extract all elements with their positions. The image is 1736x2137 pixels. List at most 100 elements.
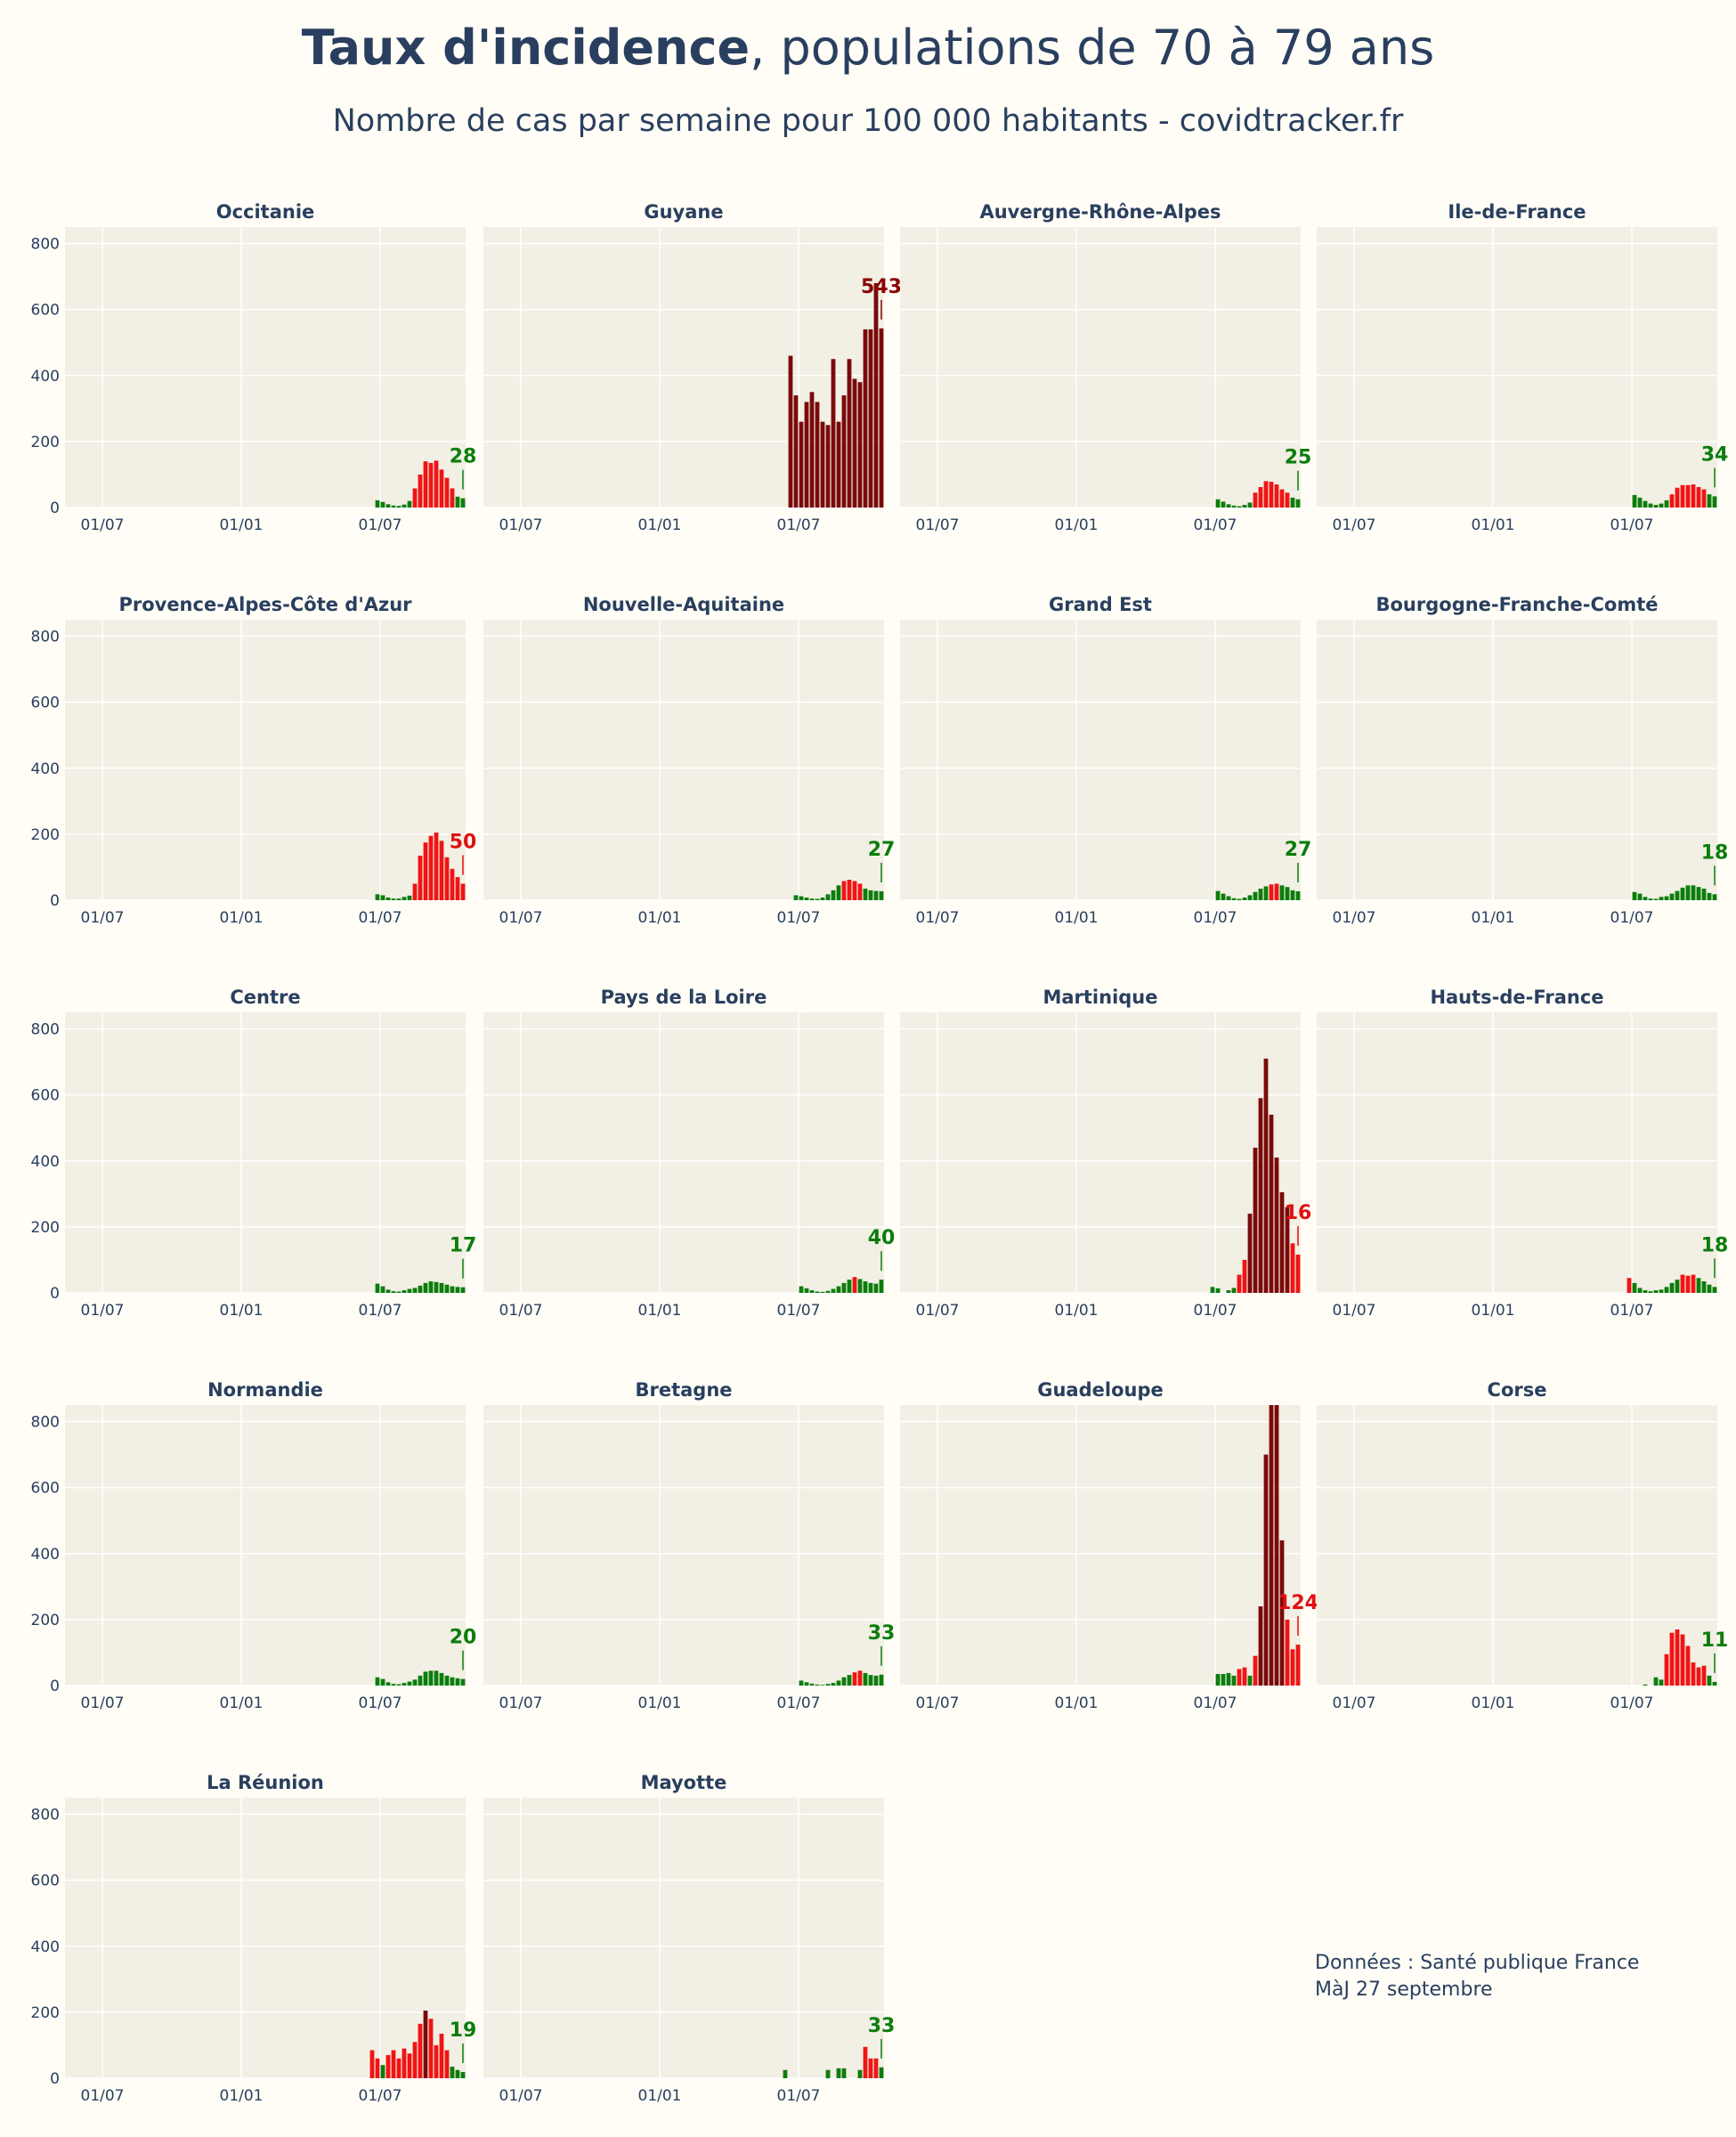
y-tick-label: 400	[31, 1938, 60, 1956]
bar	[820, 421, 825, 508]
last-value-label: 27	[1285, 839, 1312, 861]
y-tick-label: 200	[31, 1219, 60, 1237]
x-tick-label: 01/07	[1194, 1694, 1237, 1712]
bar	[804, 898, 809, 900]
bar	[847, 880, 852, 900]
bar	[402, 2048, 407, 2078]
bar	[857, 1279, 863, 1293]
panel: 0 200 400 600 800 01/07 01/01 01/07 Occitanie 28	[31, 201, 477, 534]
bar	[369, 2050, 375, 2078]
x-tick-label: 01/07	[1194, 1302, 1237, 1320]
bar	[1242, 898, 1247, 900]
bar	[847, 359, 852, 508]
bar	[836, 885, 841, 900]
panel: 01/07 01/01 01/07 Mayotte 33	[483, 1772, 895, 2105]
bar	[879, 1280, 884, 1293]
bar	[1295, 1645, 1301, 1686]
x-tick-label: 01/07	[777, 1694, 821, 1712]
x-tick-label: 01/07	[1194, 516, 1237, 534]
bar	[434, 1281, 439, 1293]
y-tick-label: 0	[50, 2070, 60, 2088]
bar	[385, 898, 391, 900]
bar	[1253, 1655, 1258, 1686]
last-value-label: 18	[1701, 841, 1729, 864]
bar	[799, 1680, 804, 1686]
y-tick-label: 600	[31, 1087, 60, 1105]
bar	[418, 1675, 423, 1686]
panel: 01/07 01/01 01/07 Corse 11	[1317, 1379, 1728, 1712]
bar	[396, 2058, 402, 2078]
bar	[831, 1288, 836, 1293]
x-tick-label: 01/07	[81, 1302, 125, 1320]
bar	[1285, 492, 1290, 508]
bar	[863, 329, 868, 508]
x-tick-label: 01/07	[1333, 1694, 1376, 1712]
bar	[1226, 1290, 1231, 1293]
bar	[434, 460, 439, 508]
bar	[1242, 1667, 1247, 1686]
bar	[825, 425, 831, 508]
bar	[1637, 893, 1643, 900]
bar	[380, 1678, 385, 1686]
bar	[836, 2068, 841, 2078]
bar	[380, 895, 385, 900]
y-tick-label: 200	[31, 826, 60, 844]
y-tick-label: 600	[31, 302, 60, 320]
bar	[1226, 504, 1231, 508]
bar	[1643, 897, 1648, 900]
bar	[1231, 1288, 1237, 1293]
panel-title: Ile-de-France	[1448, 201, 1586, 223]
bar	[1664, 1654, 1669, 1686]
bar	[1263, 1454, 1269, 1686]
bar	[380, 501, 385, 508]
bar	[1247, 1675, 1253, 1686]
bar	[1263, 1058, 1269, 1293]
bar	[857, 1670, 863, 1686]
bar	[450, 1286, 455, 1293]
x-tick-label: 01/01	[1472, 1694, 1515, 1712]
bar	[1258, 889, 1263, 900]
last-value-label: 20	[450, 1627, 477, 1649]
y-tick-label: 800	[31, 1807, 60, 1824]
bar	[444, 1284, 450, 1293]
bar	[836, 1286, 841, 1293]
bar	[423, 1671, 428, 1686]
bar	[879, 890, 884, 900]
last-value-label: 27	[868, 839, 896, 861]
bar	[455, 2069, 460, 2078]
panel-title: Hauts-de-France	[1430, 987, 1603, 1008]
bar	[460, 1287, 466, 1293]
bar	[1648, 898, 1653, 900]
bar	[1680, 887, 1685, 900]
plot-area	[483, 1012, 884, 1293]
bar	[1669, 494, 1675, 508]
bar	[1664, 500, 1669, 508]
panel: 01/07 01/01 01/07 Guadeloupe 124	[900, 1379, 1318, 1712]
panel-title: Martinique	[1042, 987, 1157, 1008]
bar	[799, 1286, 804, 1293]
y-tick-label: 0	[50, 1678, 60, 1695]
x-tick-label: 01/07	[359, 516, 402, 534]
bar	[793, 895, 799, 900]
bar	[396, 506, 402, 508]
chart-title-bold: Taux d'incidence	[301, 20, 750, 76]
x-tick-label: 01/07	[777, 1302, 821, 1320]
x-tick-label: 01/01	[220, 1302, 264, 1320]
x-tick-label: 01/07	[359, 1694, 402, 1712]
bar	[1648, 503, 1653, 508]
x-tick-label: 01/07	[916, 1694, 960, 1712]
bar	[1274, 1405, 1279, 1686]
source-note: Données : Santé publique France MàJ 27 s…	[1315, 1950, 1639, 2003]
bar	[1253, 891, 1258, 900]
bar	[423, 2011, 428, 2078]
bar	[825, 2069, 831, 2078]
panel: 01/07 01/01 01/07 Grand Est 27	[900, 594, 1311, 927]
bar	[1237, 1669, 1242, 1686]
bar	[439, 1282, 444, 1293]
bar	[1258, 487, 1263, 508]
x-tick-label: 01/01	[638, 2087, 682, 2105]
bar	[1691, 885, 1696, 900]
y-tick-label: 600	[31, 1873, 60, 1890]
bar	[418, 1285, 423, 1293]
bar	[412, 2042, 418, 2078]
